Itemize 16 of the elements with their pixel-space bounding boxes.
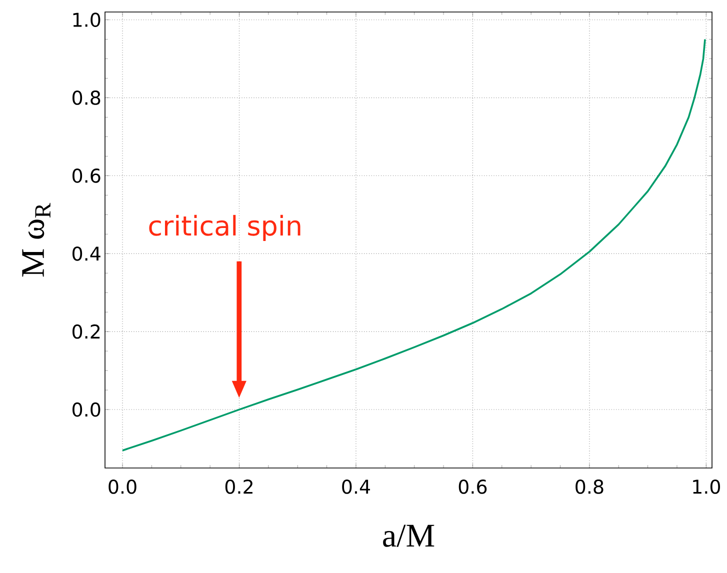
x-tick-label: 0.4 [342, 480, 370, 494]
y-tick-label: 0.0 [72, 402, 100, 417]
x-tick-label: 0.8 [576, 480, 604, 494]
x-tick-label: 0.0 [108, 480, 136, 494]
annotation: critical spin [149, 214, 300, 242]
x-tick-label: 1.0 [693, 480, 720, 494]
x-tick-label: 0.6 [458, 480, 487, 494]
y-axis-title: M ω$_{R}$ [22, 202, 50, 277]
y-tick-label: 0.2 [72, 324, 100, 339]
line-series [122, 38, 706, 452]
x-tick-label: 0.2 [225, 480, 252, 494]
x-axis-title: a/M [383, 524, 434, 547]
y-tick-label: 1.0 [73, 12, 100, 27]
y-tick-label: 0.6 [72, 168, 100, 183]
y-tick-label: 0.4 [72, 246, 100, 261]
y-tick-label: 0.8 [72, 90, 100, 105]
